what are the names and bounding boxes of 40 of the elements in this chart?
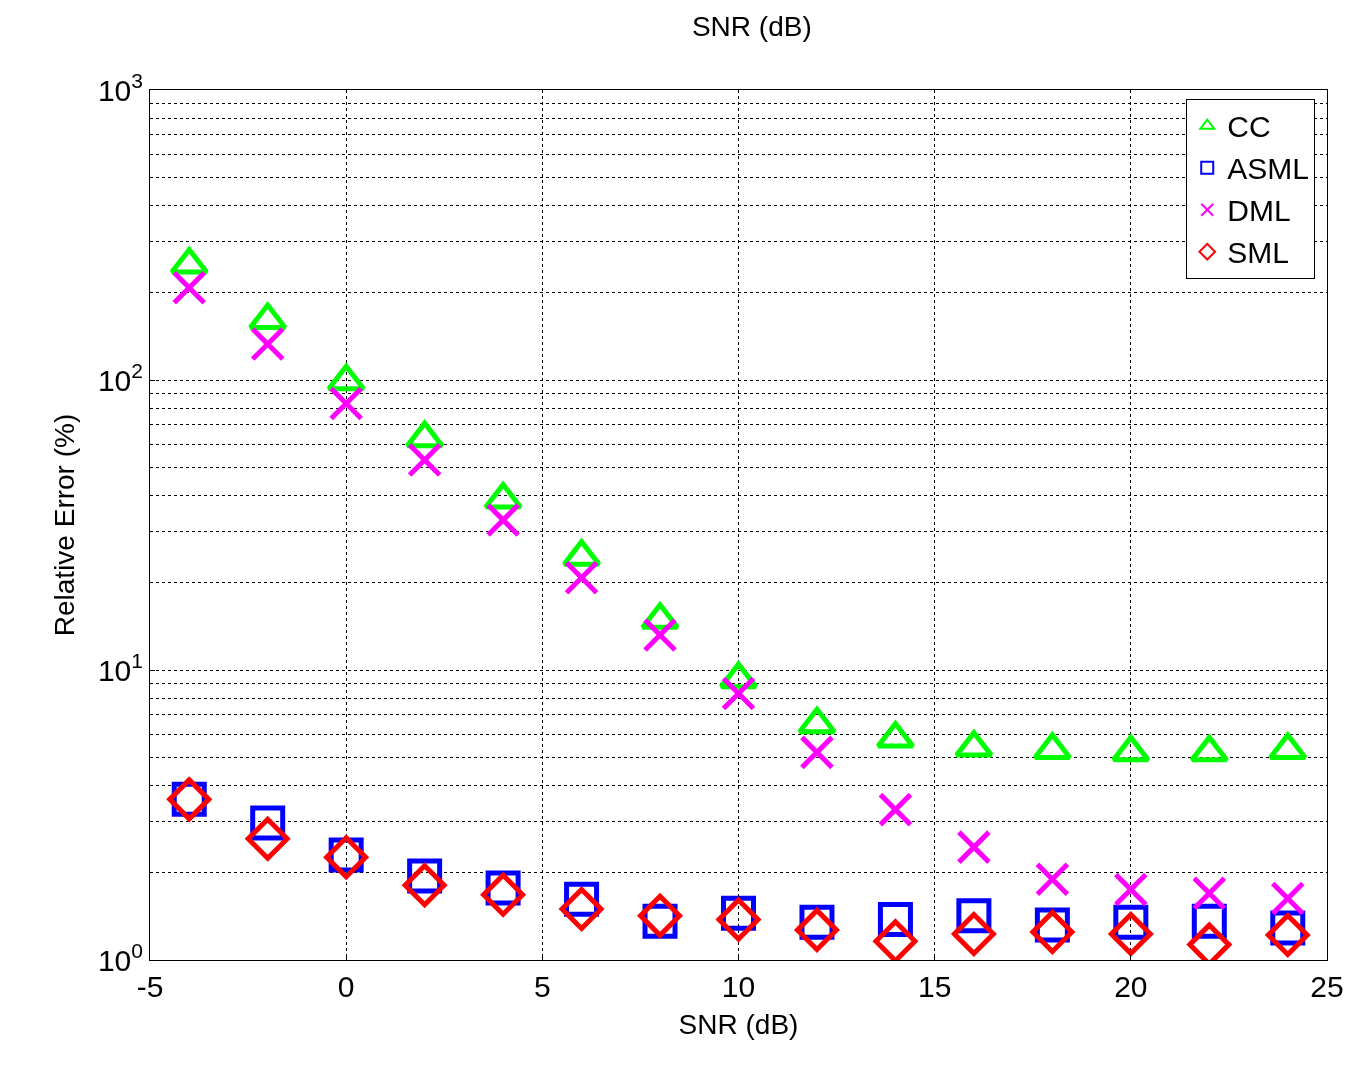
point — [642, 617, 678, 653]
point — [1113, 872, 1149, 908]
legend-label: DML — [1227, 194, 1291, 228]
x-tick-label: 0 — [337, 970, 355, 1003]
point — [951, 911, 996, 956]
x-tick-label: 15 — [917, 970, 952, 1003]
point — [559, 886, 604, 931]
y-axis-title: Relative Error (%) — [48, 413, 80, 637]
point — [794, 907, 839, 952]
point — [1030, 909, 1075, 954]
point — [326, 363, 366, 392]
x-tick-label: 25 — [1310, 970, 1344, 1003]
point — [1191, 875, 1227, 911]
point — [638, 893, 683, 938]
point — [245, 816, 290, 861]
legend-label: ASML — [1227, 152, 1309, 186]
point — [404, 420, 445, 449]
y-tick-label: 10$^{1}$ — [97, 648, 143, 687]
point — [402, 863, 447, 908]
x-tick-label: 5 — [533, 970, 551, 1003]
legend-label: SML — [1227, 236, 1289, 270]
point — [1270, 880, 1306, 916]
point — [1265, 912, 1310, 957]
point — [247, 302, 288, 331]
point — [324, 835, 369, 880]
x-tick-label: 10 — [721, 970, 756, 1003]
y-tick-label: 10$^{3}$ — [97, 68, 143, 107]
point — [956, 829, 992, 865]
point — [877, 792, 913, 828]
point — [799, 734, 835, 770]
point — [1034, 861, 1070, 897]
chart-title: SNR (dB) — [691, 10, 812, 42]
point — [716, 897, 761, 942]
y-tick-label: 10$^{2}$ — [97, 358, 143, 397]
point — [1108, 911, 1153, 956]
point — [721, 675, 756, 711]
x-tick-label: 20 — [1114, 970, 1148, 1003]
x-axis-title: SNR (dB) — [678, 1009, 799, 1041]
legend-label: CC — [1227, 110, 1271, 144]
point — [481, 872, 526, 917]
